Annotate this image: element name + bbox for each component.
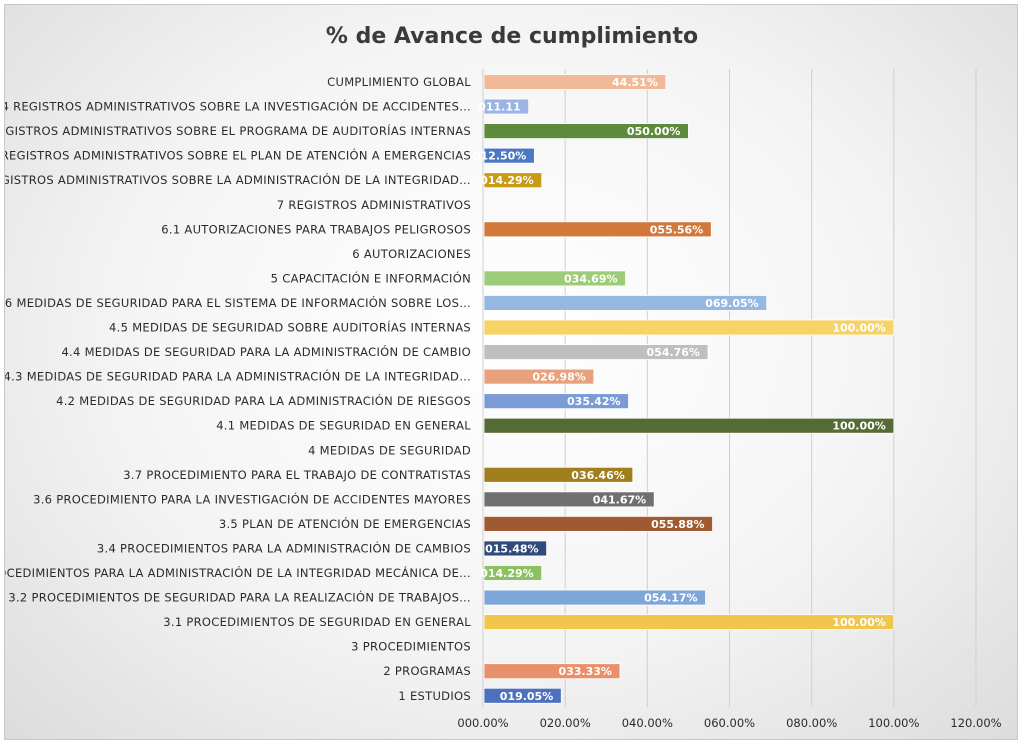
data-label: 055.56%: [650, 223, 703, 236]
category-label: 3.3 PROCEDIMIENTOS PARA LA ADMINISTRACIÓ…: [5, 565, 471, 580]
bar: [483, 466, 634, 483]
gridlines: [482, 69, 977, 707]
data-label: 034.69%: [564, 272, 617, 285]
x-tick-label: 000.00%: [457, 716, 508, 730]
bar: [483, 589, 706, 606]
chart-title: % de Avance de cumplimiento: [326, 24, 698, 49]
category-label: 1 ESTUDIOS: [398, 689, 471, 703]
data-label: 050.00%: [627, 125, 680, 138]
x-tick-label: 120.00%: [950, 716, 1001, 730]
bar: [483, 417, 895, 434]
category-label: 3 PROCEDIMIENTOS: [351, 640, 471, 654]
data-label: 069.05%: [705, 297, 758, 310]
category-label: 4.2 MEDIDAS DE SEGURIDAD PARA LA ADMINIS…: [56, 393, 471, 408]
data-label: 100.00%: [832, 616, 885, 629]
bar: [483, 319, 895, 336]
category-label: 7.1 REGISTROS ADMINISTRATIVOS SOBRE LA A…: [5, 172, 471, 187]
category-label: 3.4 PROCEDIMIENTOS PARA LA ADMINISTRACIÓ…: [97, 540, 471, 555]
bar: [483, 295, 768, 311]
data-label: 014.29%: [480, 174, 533, 187]
bar: [483, 687, 562, 704]
data-label: 036.46%: [571, 469, 624, 482]
x-tick-label: 020.00%: [540, 716, 591, 730]
data-label: 011.11: [478, 101, 520, 114]
bar: [483, 540, 547, 557]
category-label: 4.6 MEDIDAS DE SEGURIDAD PARA EL SISTEMA…: [5, 295, 471, 310]
category-labels: CUMPLIMIENTO GLOBAL 7.4 REGISTROS ADMINIS…: [5, 75, 471, 703]
bar: [483, 663, 621, 680]
data-label: 014.29%: [480, 567, 533, 580]
category-label: 4.1 MEDIDAS DE SEGURIDAD EN GENERAL: [216, 419, 471, 433]
category-label: 3.7 PROCEDIMIENTO PARA EL TRABAJO DE CON…: [123, 468, 471, 482]
category-label: 3.5 PLAN DE ATENCIÓN DE EMERGENCIAS: [219, 516, 471, 531]
data-label: 100.00%: [832, 420, 885, 433]
x-tick-label: 080.00%: [786, 716, 837, 730]
bar: [483, 270, 626, 287]
data-label: 054.76%: [646, 346, 699, 359]
chart-frame: % de Avance de cumplimiento 44.51% 011.11…: [4, 4, 1018, 740]
bar: [483, 491, 655, 508]
category-label: 7.4 REGISTROS ADMINISTRATIVOS SOBRE LA I…: [5, 99, 471, 114]
category-label: 2 PROGRAMAS: [383, 664, 471, 678]
bar: [483, 614, 895, 630]
bar: [483, 393, 629, 410]
bar: [483, 74, 667, 90]
bar: [483, 565, 543, 581]
bar-chart: % de Avance de cumplimiento 44.51% 011.11…: [5, 24, 1002, 730]
x-tick-label: 100.00%: [868, 716, 919, 730]
bars: 44.51% 011.11 050.00% 012.50% 014.29% 055.56%…: [473, 74, 895, 704]
bar: [483, 123, 689, 139]
x-tick-label: 040.00%: [622, 716, 673, 730]
bar: [483, 147, 535, 164]
x-tick-label: 060.00%: [704, 716, 755, 730]
data-label: 44.51%: [612, 76, 658, 89]
category-label: 3.1 PROCEDIMIENTOS DE SEGURIDAD EN GENER…: [163, 615, 471, 629]
data-label: 026.98%: [532, 371, 585, 384]
category-label: CUMPLIMIENTO GLOBAL: [327, 75, 471, 89]
category-label: 6 AUTORIZACIONES: [352, 247, 471, 261]
bar: [483, 172, 543, 189]
data-label: 100.00%: [832, 322, 885, 335]
category-label: 3.6 PROCEDIMIENTO PARA LA INVESTIGACIÓN …: [33, 491, 471, 506]
category-label: 6.1 AUTORIZACIONES PARA TRABAJOS PELIGRO…: [161, 222, 471, 236]
bar: [483, 98, 530, 115]
category-label: 4.3 MEDIDAS DE SEGURIDAD PARA LA ADMINIS…: [5, 369, 471, 384]
data-label: 055.88%: [651, 518, 704, 531]
bar: [483, 344, 709, 360]
data-label: 035.42%: [567, 395, 620, 408]
bar: [483, 221, 712, 238]
category-label: 4.5 MEDIDAS DE SEGURIDAD SOBRE AUDITORÍA…: [109, 320, 471, 335]
data-label: 041.67%: [593, 493, 646, 506]
category-label: 7.2 REGISTROS ADMINISTRATIVOS SOBRE EL P…: [5, 148, 471, 163]
category-label: 4.4 MEDIDAS DE SEGURIDAD PARA LA ADMINIS…: [61, 344, 471, 359]
category-label: 7.3 REGISTROS ADMINISTRATIVOS SOBRE EL P…: [5, 123, 471, 138]
data-label: 033.33%: [558, 665, 611, 678]
x-axis-tick-labels: 000.00% 020.00% 040.00% 060.00% 080.00% 100.0…: [457, 716, 1001, 730]
category-label: 7 REGISTROS ADMINISTRATIVOS: [277, 198, 471, 212]
data-label: 015.48%: [485, 542, 538, 555]
category-label: 5 CAPACITACIÓN E INFORMACIÓN: [271, 270, 471, 285]
category-label: 3.2 PROCEDIMIENTOS DE SEGURIDAD PARA LA …: [8, 590, 471, 605]
data-label: 019.05%: [500, 690, 553, 703]
bar: [483, 368, 595, 385]
data-label: 054.17%: [644, 592, 697, 605]
category-label: 4 MEDIDAS DE SEGURIDAD: [308, 443, 471, 457]
data-label: 012.50%: [473, 150, 526, 163]
bar: [483, 515, 713, 532]
